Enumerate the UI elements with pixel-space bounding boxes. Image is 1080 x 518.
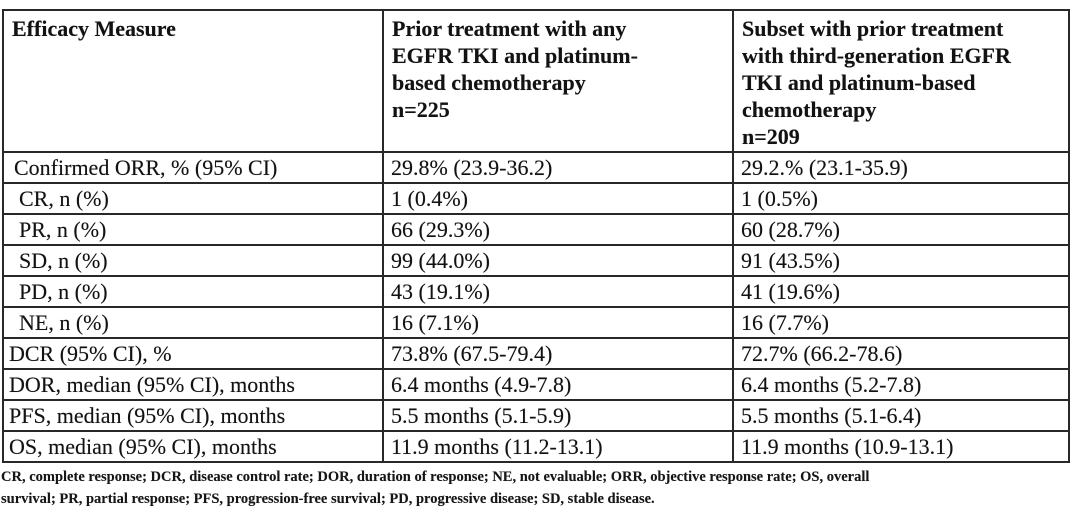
value-cell: 99 (44.0%) xyxy=(382,244,734,277)
table-row: Confirmed ORR, % (95% CI) 29.8% (23.9-36.… xyxy=(2,151,1070,184)
value-cell: 1 (0.5%) xyxy=(732,182,1070,215)
footnote-line-2: survival; PR, partial response; PFS, pro… xyxy=(1,490,655,507)
table-header: Efficacy Measure Prior treatment with any… xyxy=(2,9,1070,153)
header-line: with third-generation EGFR xyxy=(742,43,1011,68)
table-body: Confirmed ORR, % (95% CI) 29.8% (23.9-36.… xyxy=(2,151,1070,463)
measure-cell: OS, median (95% CI), months xyxy=(2,430,384,463)
value-cell: 29.8% (23.9-36.2) xyxy=(382,151,734,184)
header-line: chemotherapy xyxy=(742,97,877,122)
value-cell: 41 (19.6%) xyxy=(732,275,1070,308)
value-cell: 66 (29.3%) xyxy=(382,213,734,246)
column-header-2: Prior treatment with any EGFR TKI and pla… xyxy=(382,9,734,153)
value-cell: 91 (43.5%) xyxy=(732,244,1070,277)
measure-cell: PFS, median (95% CI), months xyxy=(2,399,384,432)
value-cell: 11.9 months (10.9-13.1) xyxy=(732,430,1070,463)
table-row: PFS, median (95% CI), months 5.5 months (… xyxy=(2,399,1070,432)
header-line: n=225 xyxy=(392,97,450,122)
table-row: NE, n (%) 16 (7.1%) 16 (7.7%) xyxy=(2,306,1070,339)
header-row: Efficacy Measure Prior treatment with any… xyxy=(2,9,1070,153)
value-cell: 43 (19.1%) xyxy=(382,275,734,308)
value-cell: 60 (28.7%) xyxy=(732,213,1070,246)
abbreviations-footnote: CR, complete response; DCR, disease cont… xyxy=(1,467,1077,510)
measure-cell: CR, n (%) xyxy=(2,182,384,215)
measure-cell: DOR, median (95% CI), months xyxy=(2,368,384,401)
header-line: Efficacy Measure xyxy=(12,16,176,41)
value-cell: 5.5 months (5.1-6.4) xyxy=(732,399,1070,432)
measure-cell: PD, n (%) xyxy=(2,275,384,308)
value-cell: 29.2.% (23.1-35.9) xyxy=(732,151,1070,184)
value-cell: 6.4 months (4.9-7.8) xyxy=(382,368,734,401)
table-row: PD, n (%) 43 (19.1%) 41 (19.6%) xyxy=(2,275,1070,308)
table-row: DCR (95% CI), % 73.8% (67.5-79.4) 72.7% (6… xyxy=(2,337,1070,370)
value-cell: 5.5 months (5.1-5.9) xyxy=(382,399,734,432)
header-line: n=209 xyxy=(742,124,800,149)
header-line: EGFR TKI and platinum- xyxy=(392,43,638,68)
header-line: based chemotherapy xyxy=(392,70,586,95)
table-row: SD, n (%) 99 (44.0%) 91 (43.5%) xyxy=(2,244,1070,277)
column-header-1: Efficacy Measure xyxy=(2,9,384,153)
value-cell: 73.8% (67.5-79.4) xyxy=(382,337,734,370)
header-line: Subset with prior treatment xyxy=(742,16,1004,41)
value-cell: 6.4 months (5.2-7.8) xyxy=(732,368,1070,401)
value-cell: 16 (7.1%) xyxy=(382,306,734,339)
table-row: DOR, median (95% CI), months 6.4 months (… xyxy=(2,368,1070,401)
measure-cell: PR, n (%) xyxy=(2,213,384,246)
table-row: PR, n (%) 66 (29.3%) 60 (28.7%) xyxy=(2,213,1070,246)
measure-cell: NE, n (%) xyxy=(2,306,384,339)
efficacy-results-table: Efficacy Measure Prior treatment with any… xyxy=(2,9,1070,463)
value-cell: 16 (7.7%) xyxy=(732,306,1070,339)
table-row: CR, n (%) 1 (0.4%) 1 (0.5%) xyxy=(2,182,1070,215)
value-cell: 11.9 months (11.2-13.1) xyxy=(382,430,734,463)
measure-cell: DCR (95% CI), % xyxy=(2,337,384,370)
header-line: TKI and platinum-based xyxy=(742,70,976,95)
measure-cell: SD, n (%) xyxy=(2,244,384,277)
column-header-3: Subset with prior treatment with third-ge… xyxy=(732,9,1070,153)
footnote-line-1: CR, complete response; DCR, disease cont… xyxy=(1,469,870,485)
value-cell: 1 (0.4%) xyxy=(382,182,734,215)
header-line: Prior treatment with any xyxy=(392,16,627,41)
table-row: OS, median (95% CI), months 11.9 months (… xyxy=(2,430,1070,463)
value-cell: 72.7% (66.2-78.6) xyxy=(732,337,1070,370)
measure-cell: Confirmed ORR, % (95% CI) xyxy=(2,151,384,184)
